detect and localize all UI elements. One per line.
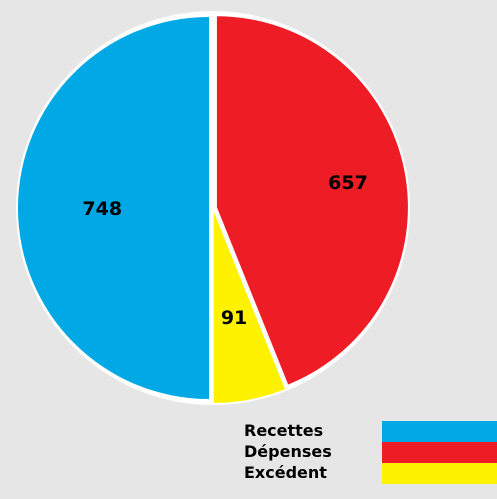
pie-slice-excedent (213, 211, 285, 403)
legend-label-recettes: Recettes (244, 421, 324, 440)
legend-label-depenses: Dépenses (244, 442, 332, 461)
legend-item-recettes: Recettes (244, 421, 497, 442)
legend-swatch-recettes (382, 421, 497, 442)
legend-swatch-depenses (382, 442, 497, 463)
legend-item-depenses: Dépenses (244, 442, 497, 463)
data-label-depenses: 657 (328, 172, 368, 194)
pie-slice-recettes (18, 17, 209, 399)
legend-swatch-excedent (382, 463, 497, 484)
data-label-excedent: 91 (221, 307, 247, 329)
legend-item-excedent: Excédent (244, 463, 497, 484)
legend: Recettes Dépenses Excédent (244, 421, 497, 484)
legend-label-excedent: Excédent (244, 463, 327, 482)
pie-slice-depenses (216, 16, 408, 385)
data-label-recettes: 748 (82, 198, 122, 220)
